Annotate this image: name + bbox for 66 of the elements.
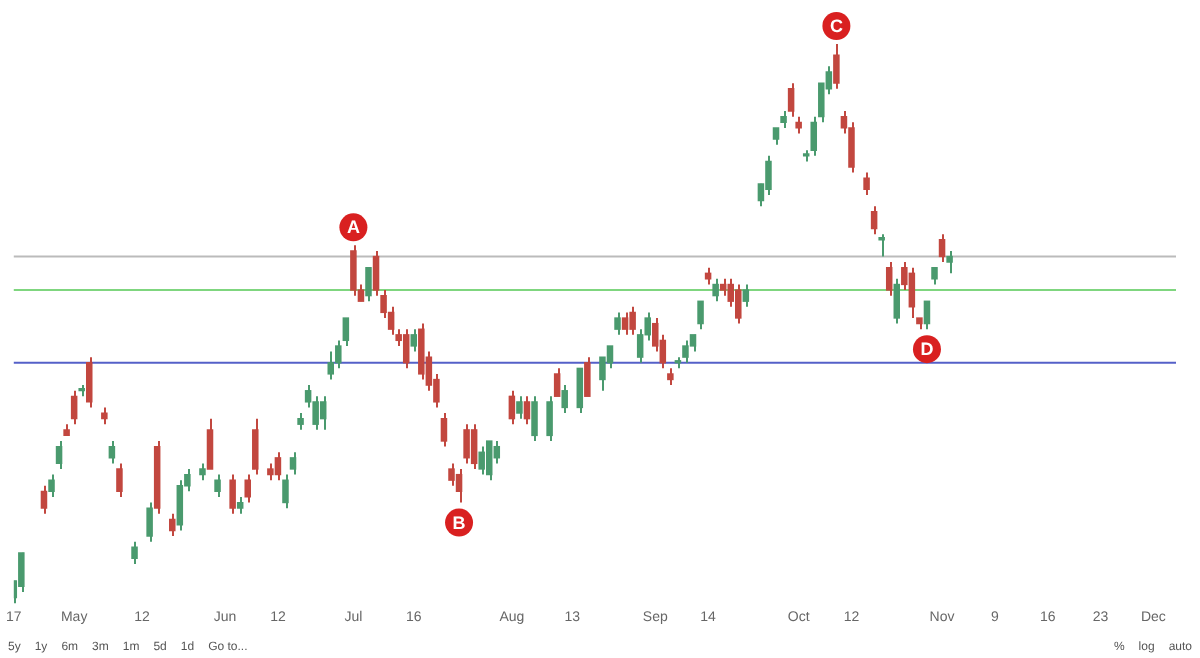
candlestick — [576, 367, 584, 415]
candlestick — [229, 473, 236, 515]
candlestick — [523, 395, 531, 426]
candlestick — [508, 389, 516, 426]
candlestick — [116, 462, 123, 498]
candlestick — [169, 512, 176, 538]
candlestick — [621, 311, 629, 336]
candlestick — [282, 473, 289, 510]
candlestick — [176, 479, 184, 532]
candlestick — [319, 395, 327, 431]
candlestick — [546, 395, 553, 443]
candlestick — [86, 356, 93, 409]
candlestick — [765, 154, 772, 196]
candlestick — [735, 283, 742, 325]
candlestick — [146, 501, 153, 543]
candlestick — [885, 261, 893, 297]
candlestick — [244, 473, 251, 504]
candlestick — [55, 440, 63, 470]
text: A — [346, 217, 360, 238]
candlestick — [923, 300, 931, 331]
candlestick — [787, 82, 795, 118]
candlestick — [214, 473, 221, 498]
candlestick — [863, 171, 870, 196]
candlestick — [327, 350, 335, 381]
candlestick — [938, 233, 946, 264]
candlestick — [682, 339, 689, 364]
candlestick — [478, 445, 485, 476]
candlestick — [878, 233, 885, 258]
candlestick — [697, 300, 704, 331]
candlestick — [350, 244, 357, 297]
candlestick — [742, 283, 750, 308]
candlestick — [440, 412, 448, 448]
candlestick — [810, 115, 818, 157]
candlestick — [463, 423, 470, 465]
text: B — [452, 512, 466, 533]
candlestick — [402, 328, 410, 370]
candlestick — [18, 551, 25, 594]
candlestick — [70, 389, 78, 426]
candlestick — [448, 462, 455, 487]
candlestick — [485, 440, 493, 482]
candlestick — [289, 451, 297, 476]
candlestick — [712, 277, 719, 303]
candlestick — [584, 356, 591, 398]
candlestick — [833, 43, 840, 90]
candlestick — [870, 205, 878, 236]
text: C — [829, 15, 843, 36]
candlestick — [561, 384, 568, 415]
candlestick — [908, 266, 916, 320]
candlestick — [893, 277, 901, 325]
candlestick — [455, 467, 463, 504]
candlestick — [131, 540, 138, 566]
candlestick — [48, 473, 55, 498]
candlestick — [516, 395, 523, 420]
candlestick — [629, 305, 636, 336]
candlestick — [252, 417, 259, 476]
candlestick — [470, 423, 478, 470]
candlestick — [365, 266, 372, 303]
candlestick — [531, 395, 538, 443]
text: D — [920, 339, 934, 360]
candlestick — [410, 328, 418, 353]
candlestick — [274, 451, 282, 482]
candlestick — [206, 417, 214, 470]
candlestick — [553, 367, 561, 398]
candlestick — [946, 249, 953, 275]
candlestick — [614, 311, 621, 336]
candlestick — [40, 484, 48, 515]
